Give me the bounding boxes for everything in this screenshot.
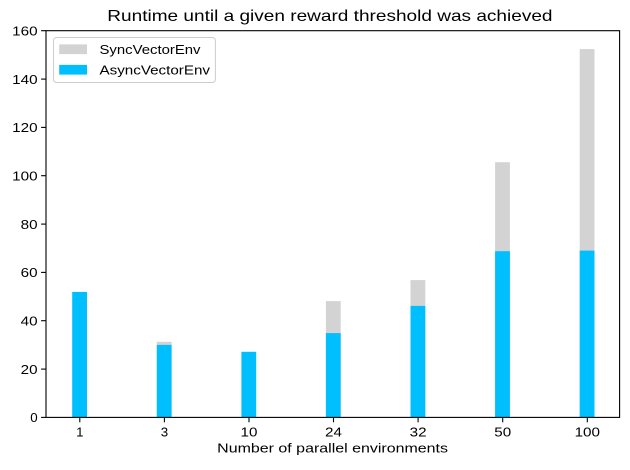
svg-text:160: 160	[12, 24, 37, 39]
svg-text:1: 1	[76, 425, 83, 440]
svg-text:Runtime until a given reward t: Runtime until a given reward threshold w…	[107, 8, 552, 25]
svg-text:50: 50	[494, 425, 511, 440]
svg-text:24: 24	[325, 425, 342, 440]
svg-text:140: 140	[12, 72, 37, 87]
svg-text:40: 40	[21, 314, 38, 329]
svg-text:10: 10	[241, 425, 258, 440]
svg-text:100: 100	[12, 169, 37, 184]
svg-text:0: 0	[30, 410, 37, 425]
svg-text:20: 20	[21, 362, 38, 377]
svg-text:Number of parallel environment: Number of parallel environments	[217, 441, 448, 456]
svg-text:SyncVectorEnv: SyncVectorEnv	[100, 42, 201, 57]
svg-text:3: 3	[161, 425, 168, 440]
svg-text:100: 100	[575, 425, 600, 440]
svg-text:32: 32	[410, 425, 427, 440]
svg-text:60: 60	[21, 265, 38, 280]
svg-text:80: 80	[21, 217, 38, 232]
svg-text:120: 120	[12, 120, 37, 135]
svg-text:AsyncVectorEnv: AsyncVectorEnv	[100, 62, 211, 77]
